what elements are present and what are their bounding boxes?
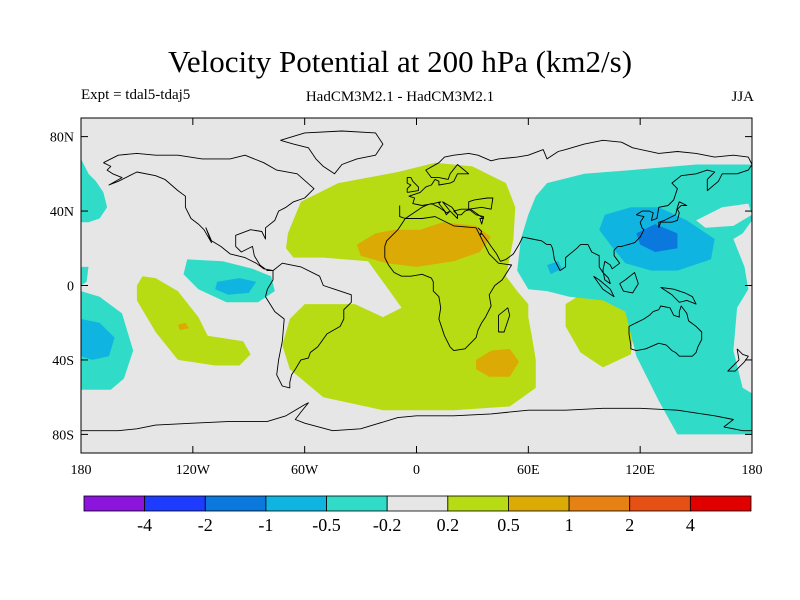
y-axis: 80N 40N 0 40S 80S — [50, 131, 752, 443]
legend-swatch — [447, 495, 509, 512]
x-tick-label: 180 — [742, 463, 763, 478]
y-tick-label: 0 — [67, 280, 74, 295]
legend-swatch — [689, 495, 752, 512]
madagascar-peak-region — [476, 348, 519, 377]
contour-fill-layer — [81, 158, 752, 435]
north-america-coast — [103, 152, 315, 272]
east-pacific-small-peak-region — [177, 322, 190, 331]
legend-swatch — [568, 495, 631, 512]
new-guinea-coast — [660, 286, 697, 305]
legend-swatch — [144, 495, 206, 512]
antarctica-coast — [81, 402, 752, 432]
legend-label: -0.5 — [312, 515, 341, 535]
indonesia-coast — [593, 275, 615, 298]
y-tick-label: 80N — [50, 131, 74, 146]
x-tick-label: 0 — [413, 463, 420, 478]
west-pacific-deep-negative-region — [636, 224, 678, 252]
legend-swatch — [508, 495, 570, 512]
central-america-core-negative-region — [215, 278, 257, 295]
x-tick-label: 120W — [176, 463, 211, 478]
chart-title: Velocity Potential at 200 hPa (km2/s) — [167, 44, 633, 79]
legend-swatch — [265, 495, 327, 512]
color-legend: -4 -2 -1 -0.5 -0.2 0.2 0.5 1 2 4 — [83, 495, 752, 535]
x-tick-label: 60W — [291, 463, 319, 478]
india-small-negative-region — [547, 261, 562, 275]
legend-label: -2 — [198, 515, 213, 535]
australia-coast — [628, 305, 703, 357]
y-tick-label: 40N — [50, 205, 74, 220]
aleutian-gray-hole-region — [696, 203, 752, 228]
legend-label: 4 — [686, 515, 695, 535]
legend-label: -0.2 — [373, 515, 402, 535]
y-tick-label: 40S — [52, 354, 74, 369]
legend-label: -4 — [137, 515, 152, 535]
south-pacific-core-negative-region — [81, 319, 115, 360]
new-zealand-coast — [727, 348, 749, 372]
legend-swatch — [326, 495, 388, 512]
x-tick-label: 120E — [625, 463, 655, 478]
madagascar-coast — [498, 307, 511, 333]
legend-swatch — [83, 495, 146, 512]
experiment-label: Expt = tdal5-tdaj5 — [81, 87, 191, 103]
legend-label: 0.2 — [437, 515, 460, 535]
x-tick-label: 60E — [517, 463, 540, 478]
borneo-coast — [619, 272, 639, 294]
x-tick-label: 180 — [71, 463, 92, 478]
sahara-peak-region — [356, 222, 492, 267]
greenland-coast — [280, 130, 384, 175]
uk-coast — [406, 177, 419, 193]
legend-label: 1 — [565, 515, 574, 535]
japan-coast — [658, 201, 688, 228]
atlantic-africa-positive-region — [282, 162, 536, 411]
legend-label: 0.5 — [497, 515, 520, 535]
legend-swatch — [629, 495, 691, 512]
east-pacific-positive-region — [136, 276, 251, 366]
legend-label: -1 — [258, 515, 273, 535]
legend-swatch — [386, 495, 449, 512]
eurasia-africa-coast — [384, 139, 752, 352]
y-tick-label: 80S — [52, 428, 74, 443]
x-axis: 180 120W 60W 0 60E 120E 180 — [71, 118, 763, 478]
australia-positive-region — [565, 294, 635, 368]
date-line-west-negative-region — [81, 266, 89, 286]
south-america-coast — [265, 262, 352, 389]
model-label: HadCM3M2.1 - HadCM3M2.1 — [305, 89, 495, 105]
coastline-layer — [81, 130, 752, 432]
season-label: JJA — [731, 89, 754, 105]
legend-label: 2 — [625, 515, 634, 535]
legend-swatch — [204, 495, 267, 512]
north-pacific-negative-region — [81, 158, 108, 223]
